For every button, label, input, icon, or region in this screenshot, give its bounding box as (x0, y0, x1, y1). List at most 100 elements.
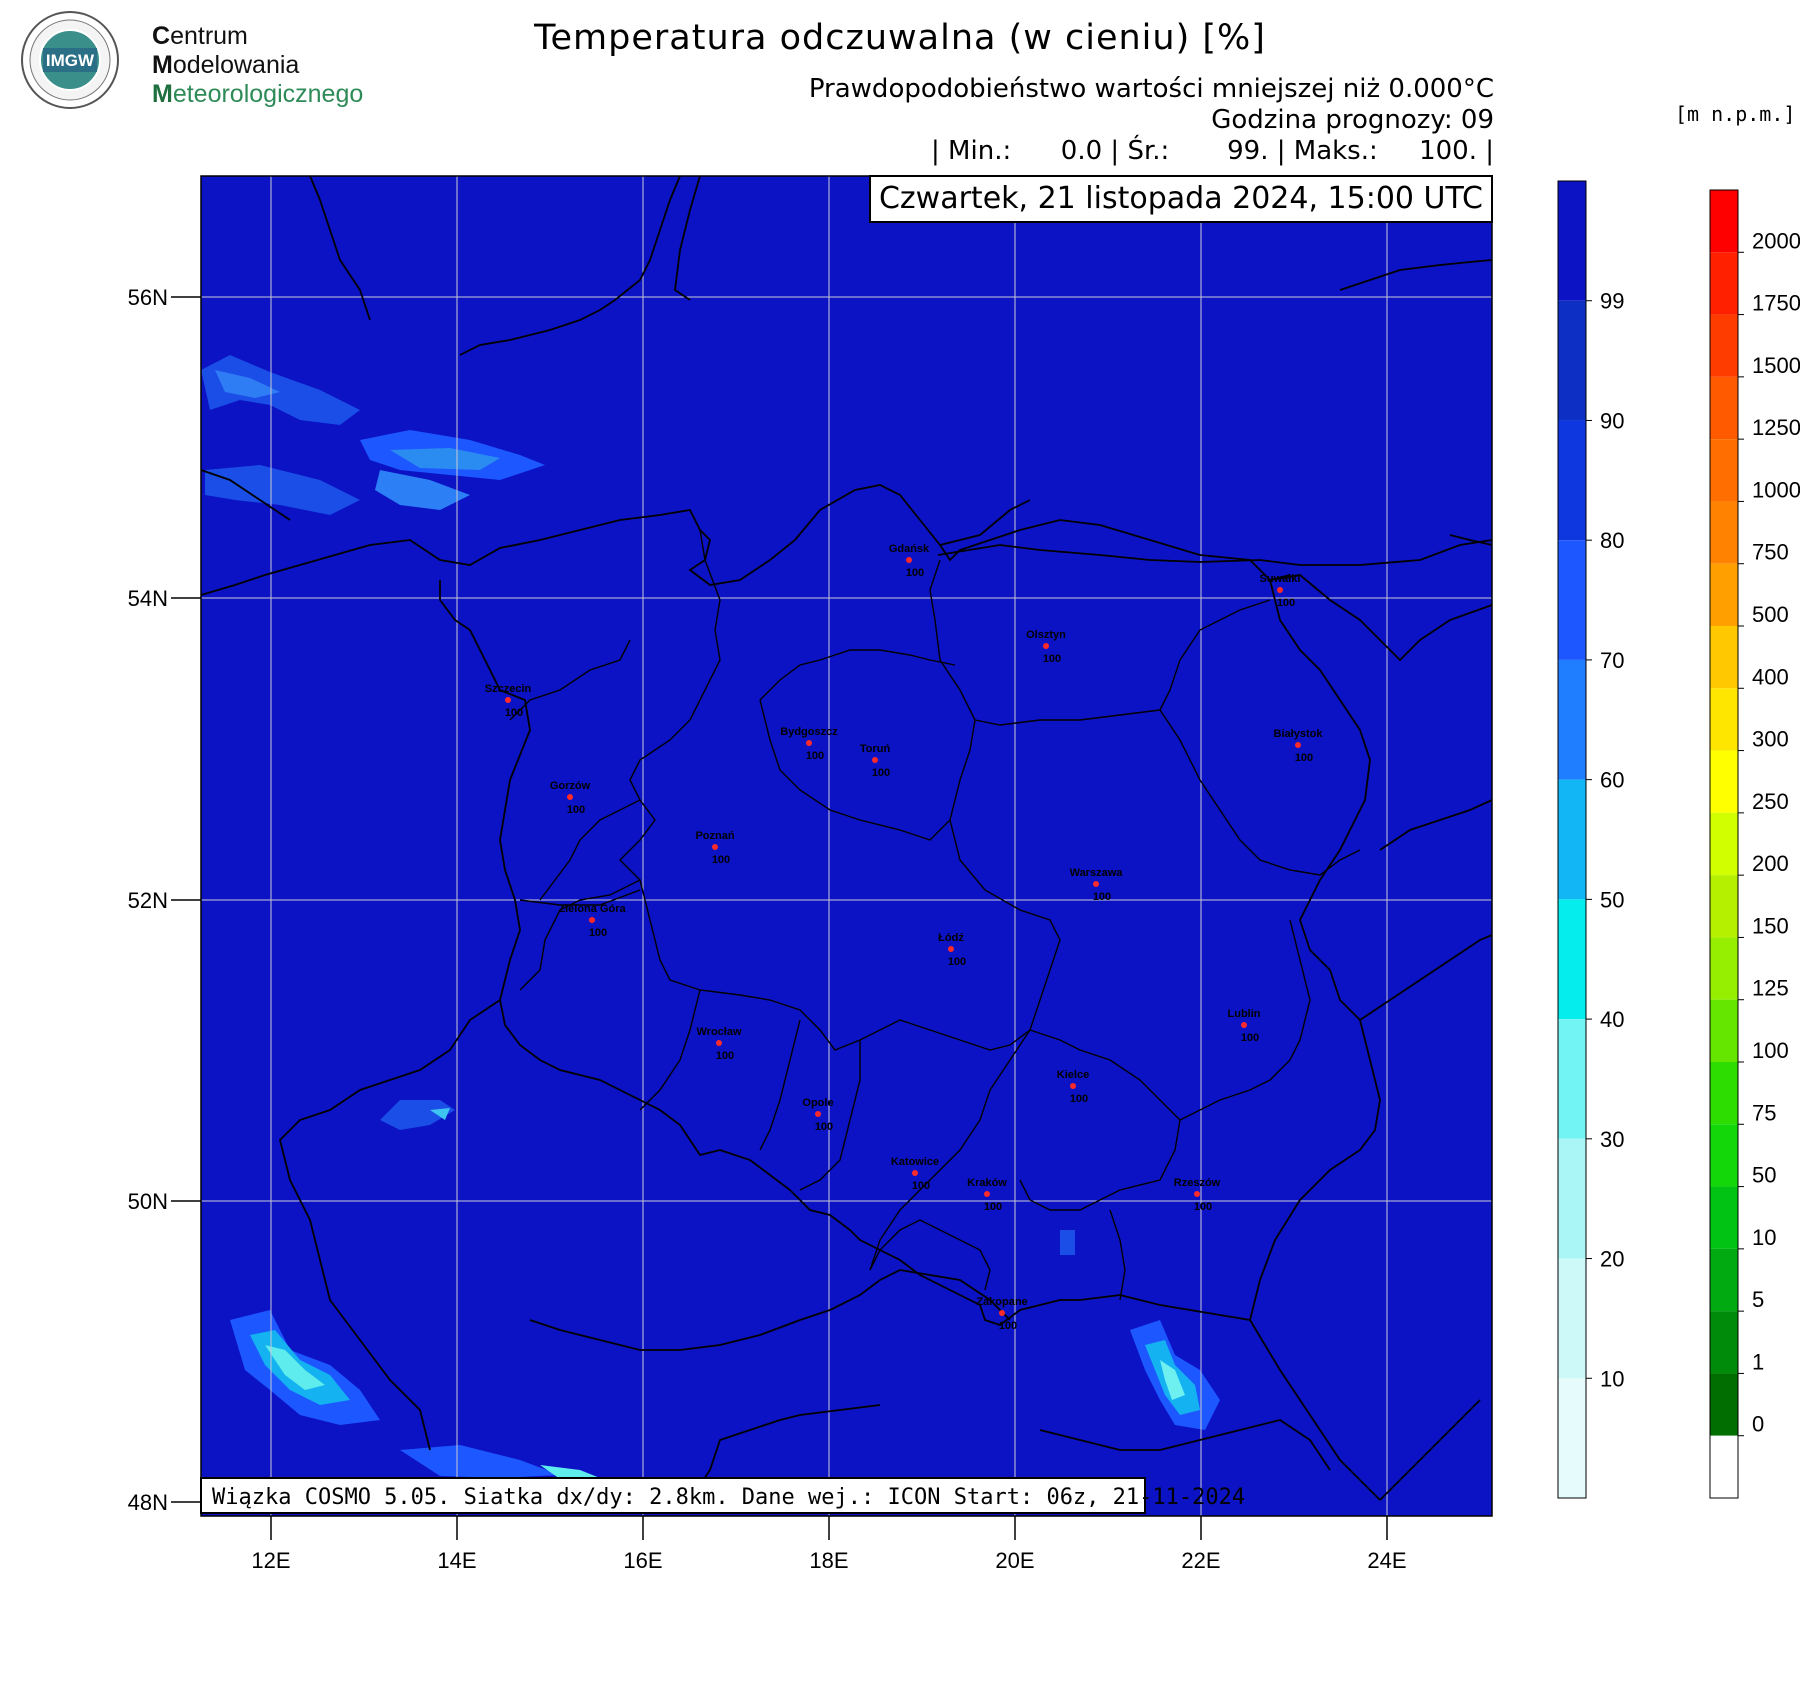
legend-swatch (1558, 420, 1586, 541)
legend-swatch (1558, 181, 1586, 301)
city-name: Toruń (860, 743, 891, 755)
probability-legend: 99 90 80 70 60 50 40 30 20 10 (1557, 180, 1624, 1499)
city-marker: Suwałki 100 (1260, 573, 1301, 609)
lon-label: 18E (809, 1548, 848, 1573)
legend-swatch (1710, 750, 1738, 813)
legend-swatch (1710, 1124, 1738, 1187)
city-marker: Warszawa 100 (1070, 867, 1124, 903)
city-dot (1277, 587, 1283, 593)
city-dot (872, 757, 878, 763)
legend-swatch (1558, 300, 1586, 421)
lat-label: 56N (128, 285, 168, 310)
latitude-labels: 56N 54N 52N 50N 48N (128, 285, 168, 1515)
legend-label: 300 (1752, 727, 1789, 752)
legend-label: 500 (1752, 602, 1789, 627)
city-name: Łódź (938, 932, 964, 944)
legend-swatch (1558, 659, 1586, 780)
legend-label: 10 (1752, 1225, 1776, 1250)
lon-label: 24E (1367, 1548, 1406, 1573)
city-name: Szczecin (485, 683, 532, 695)
lat-label: 50N (128, 1189, 168, 1214)
legend-swatch (1558, 899, 1586, 1020)
map-grid (201, 176, 1492, 1516)
legend-label: 10 (1600, 1366, 1624, 1391)
legend-label: 1500 (1752, 353, 1800, 378)
statistics-line: | Min.: 0.0 | Śr.: 99. | Maks.: 100. | (931, 136, 1494, 166)
city-name: Bydgoszcz (780, 726, 838, 738)
city-value: 100 (1093, 891, 1111, 903)
legend-swatch (1710, 314, 1738, 377)
legend-swatch (1558, 1378, 1586, 1498)
axis-ticks (171, 296, 1388, 1540)
legend-swatch (1710, 376, 1738, 440)
legend-swatch (1710, 1435, 1738, 1498)
city-marker: Szczecin 100 (485, 683, 532, 719)
lat-label: 48N (128, 1490, 168, 1515)
city-name: Suwałki (1260, 573, 1301, 585)
city-value: 100 (912, 1180, 930, 1192)
legend-label: 1250 (1752, 415, 1800, 440)
legend-label: 400 (1752, 664, 1789, 689)
legend-label: 1750 (1752, 291, 1800, 316)
legend-label: 5 (1752, 1287, 1764, 1312)
legend-frame (1557, 180, 1587, 1499)
city-marker: Opole 100 (802, 1097, 833, 1133)
legend-swatch (1558, 1019, 1586, 1139)
legend-label: 60 (1600, 768, 1624, 793)
city-marker: Toruń 100 (860, 743, 891, 779)
legend-swatch (1710, 937, 1738, 1000)
model-info: Wiązka COSMO 5.05. Siatka dx/dy: 2.8km. … (200, 1477, 1245, 1514)
city-dot (948, 946, 954, 952)
city-value: 100 (806, 750, 824, 762)
city-marker: Kraków 100 (967, 1177, 1007, 1213)
legend-swatch (1710, 812, 1738, 876)
map-title: Temperatura odczuwalna (w cieniu) [%] (534, 18, 1266, 58)
legend-label: 250 (1752, 789, 1789, 814)
legend-label: 80 (1600, 528, 1624, 553)
city-name: Gorzów (550, 780, 591, 792)
region-borders (509, 529, 1361, 1301)
city-value: 100 (1277, 597, 1295, 609)
legend-label: 70 (1600, 648, 1624, 673)
city-dot (815, 1111, 821, 1117)
legend-swatch (1710, 999, 1738, 1062)
logo-text-line-3: Meteorologicznego (152, 80, 364, 108)
city-name: Poznań (695, 830, 734, 842)
legend-label: 20 (1600, 1247, 1624, 1272)
city-value: 100 (984, 1201, 1002, 1213)
city-dot (1070, 1083, 1076, 1089)
city-marker: Rzeszów 100 (1174, 1177, 1221, 1213)
lat-label: 54N (128, 586, 168, 611)
city-value: 100 (1194, 1201, 1212, 1213)
city-value: 100 (589, 927, 607, 939)
city-dot (505, 697, 511, 703)
legend-swatch (1558, 1138, 1586, 1259)
legend-label: 125 (1752, 976, 1789, 1001)
city-marker: Lublin 100 (1228, 1008, 1261, 1044)
city-marker: Zakopane 100 (976, 1296, 1027, 1332)
legend-label: 50 (1752, 1163, 1776, 1188)
lon-label: 22E (1181, 1548, 1220, 1573)
legend-swatch (1710, 563, 1738, 626)
boundaries (200, 175, 1493, 1501)
legend-label: 0 (1752, 1412, 1764, 1437)
legend-label: 1000 (1752, 477, 1800, 502)
map-subtitle: Prawdopodobieństwo wartości mniejszej ni… (808, 74, 1494, 104)
legend-swatch (1710, 439, 1738, 502)
legend-swatch (1710, 252, 1738, 315)
city-marker: Gorzów 100 (550, 780, 591, 816)
city-marker: Łódź 100 (938, 932, 966, 968)
legend-swatch (1558, 1258, 1586, 1379)
forecast-hour: Godzina prognozy: 09 (1211, 105, 1494, 135)
city-value: 100 (1241, 1032, 1259, 1044)
city-name: Kraków (967, 1177, 1007, 1189)
city-dot (716, 1040, 722, 1046)
imgw-logo: IMGW Centrum Modelowania Meteorologiczne… (10, 8, 380, 109)
legend-swatch (1710, 1062, 1738, 1125)
city-value: 100 (567, 804, 585, 816)
legend-swatch (1558, 540, 1586, 660)
legend-swatch (1558, 779, 1586, 900)
city-name: Katowice (891, 1156, 939, 1168)
imgw-logo-emblem: IMGW (21, 11, 119, 109)
city-value: 100 (716, 1050, 734, 1062)
